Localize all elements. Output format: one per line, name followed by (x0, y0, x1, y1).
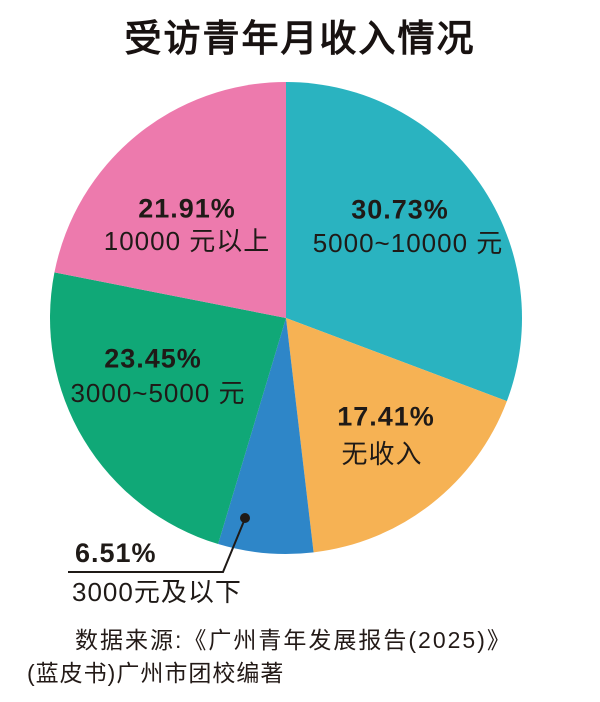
data-source-line-1: 数据来源:《广州青年发展报告(2025)》 (75, 627, 512, 653)
slice-label-income-above-10000: 10000 元以上 (103, 226, 271, 256)
data-source-line-2: (蓝皮书)广州市团校编著 (27, 659, 285, 686)
chart-title: 受访青年月收入情况 (124, 18, 476, 59)
slice-pct-income-3000-5000: 23.45% (104, 343, 202, 374)
slice-pct-income-5000-10000: 30.73% (351, 194, 449, 225)
slice-label-income-5000-10000: 5000~10000 元 (312, 228, 504, 258)
callout-anchor-dot (240, 513, 250, 523)
pie-slice-income-below-3000 (218, 318, 314, 554)
pie-slice-income-none (286, 318, 507, 553)
slice-label-income-none: 无收入 (341, 439, 423, 469)
callout-leader-line (68, 520, 245, 573)
slice-pct-income-above-10000: 21.91% (138, 193, 236, 224)
slice-pct-income-below-3000: 6.51% (75, 538, 157, 568)
pie-slice-income-5000-10000 (286, 82, 522, 402)
pie-slices (49, 82, 522, 554)
data-source-note: 数据来源:《广州青年发展报告(2025)》 (蓝皮书)广州市团校编著 (27, 624, 582, 689)
slice-pct-income-none: 17.41% (337, 401, 435, 432)
slice-label-income-below-3000: 3000元及以下 (72, 577, 242, 607)
pie-slice-income-above-10000 (54, 82, 287, 318)
slice-label-income-3000-5000: 3000~5000 元 (70, 378, 246, 408)
pie-slice-income-3000-5000 (49, 272, 286, 545)
